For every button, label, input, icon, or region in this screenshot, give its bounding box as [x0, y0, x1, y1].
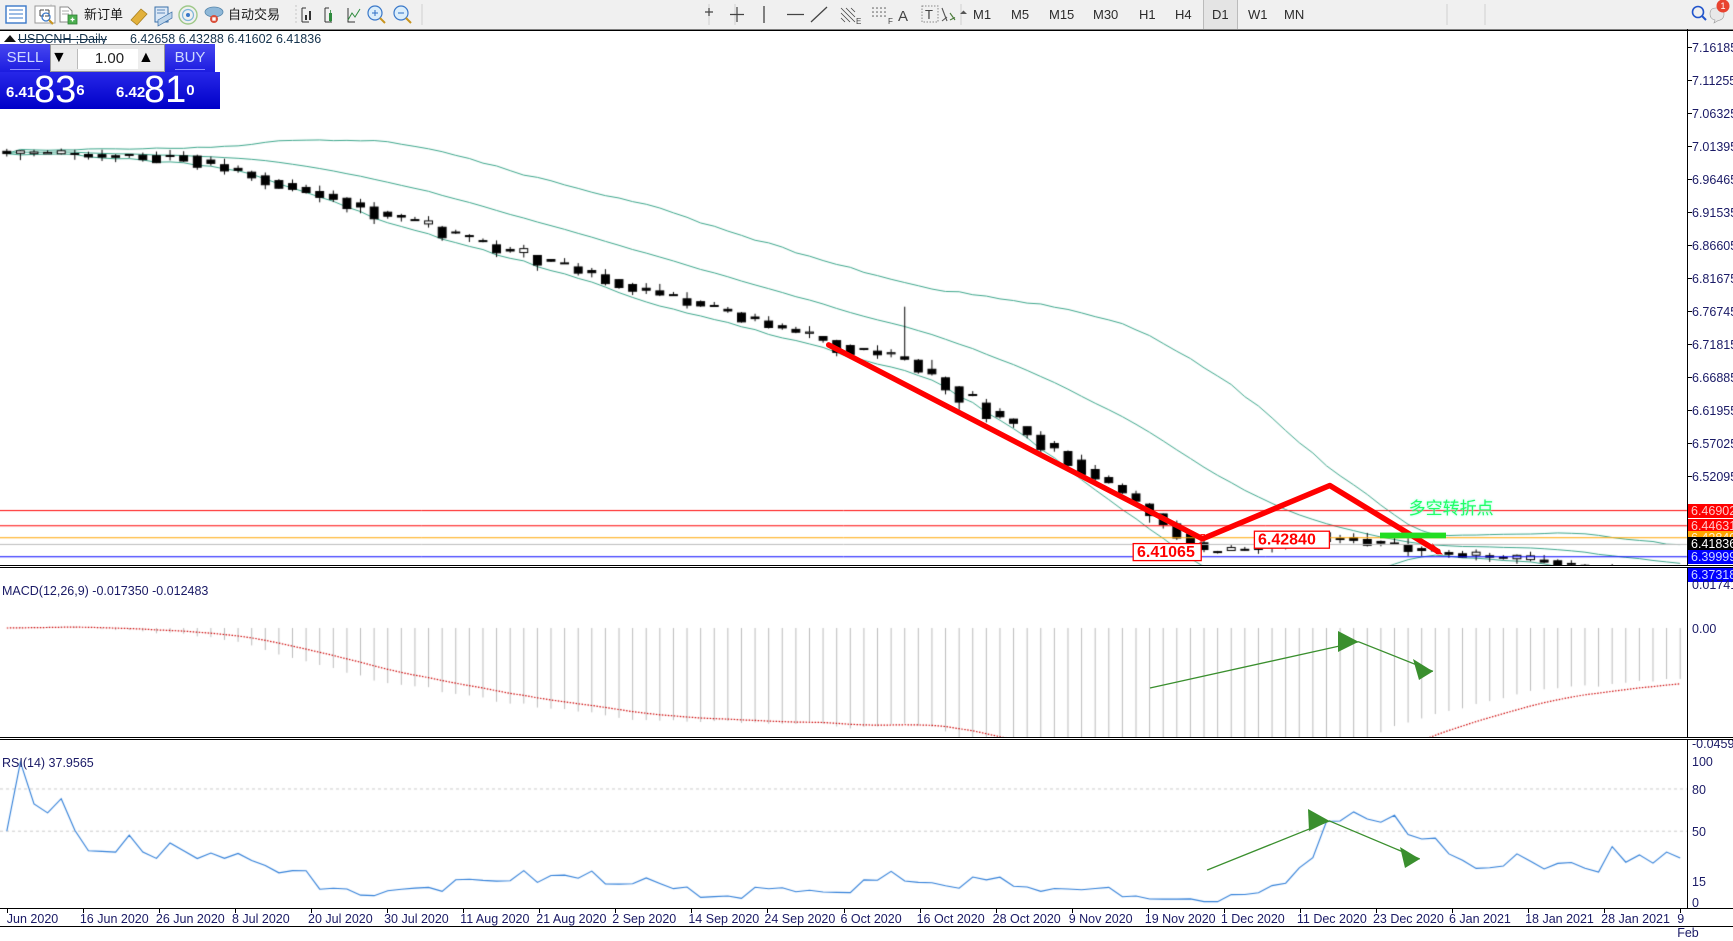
svg-text:新订单: 新订单	[84, 7, 123, 22]
svg-text:自动交易: 自动交易	[228, 7, 280, 22]
